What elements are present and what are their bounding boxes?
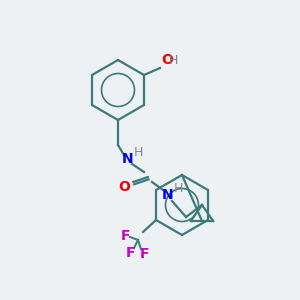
Text: H: H <box>133 146 143 158</box>
Text: O: O <box>118 180 130 194</box>
Text: N: N <box>122 152 134 166</box>
Text: F: F <box>139 247 149 261</box>
Text: H: H <box>173 182 183 196</box>
Text: F: F <box>125 246 135 260</box>
Text: N: N <box>162 188 174 202</box>
Text: H: H <box>169 54 178 67</box>
Text: O: O <box>161 53 173 67</box>
Text: F: F <box>120 229 130 243</box>
